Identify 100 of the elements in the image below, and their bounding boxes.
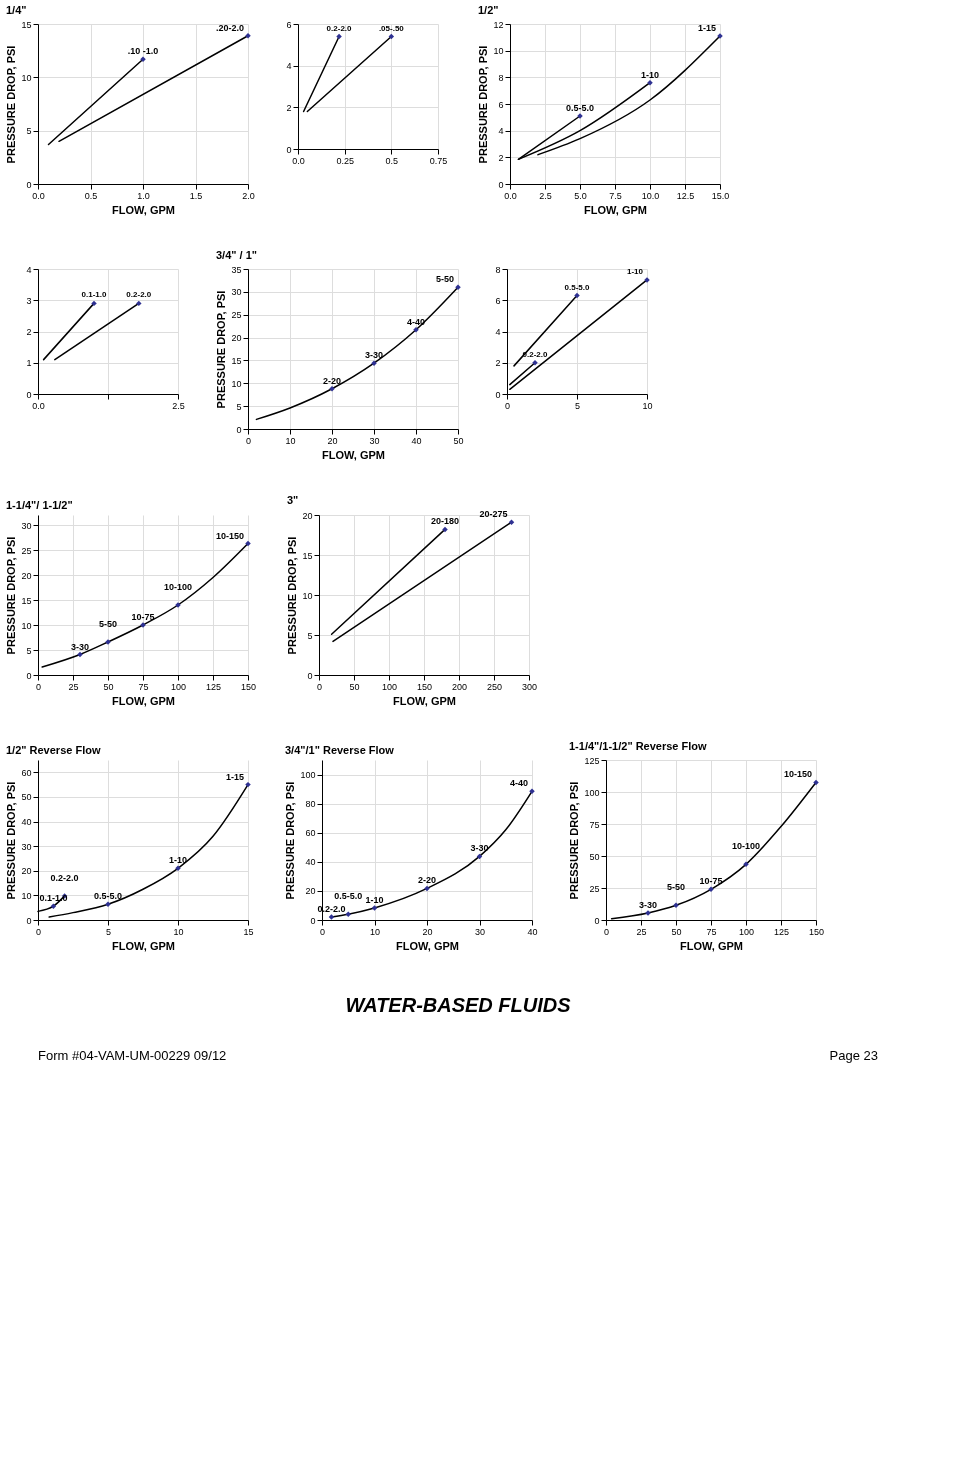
annotation: 20-275 — [479, 509, 508, 520]
x-tick-label: 0.0 — [504, 190, 517, 201]
x-tick-label: 5 — [105, 926, 112, 937]
x-tick-label: 12.5 — [676, 190, 695, 201]
x-tick-label: 100 — [170, 681, 187, 692]
chart-title: 3/4" / 1" — [215, 249, 257, 261]
y-tick-label: 10 — [21, 890, 32, 901]
x-axis-title: FLOW, GPM — [112, 939, 175, 952]
annotation: 10-75 — [699, 876, 723, 887]
y-tick-label: 0 — [310, 915, 316, 926]
x-tick-label: 30 — [369, 435, 380, 446]
x-tick-label: 125 — [205, 681, 222, 692]
x-tick-label: 50 — [349, 681, 360, 692]
y-tick-label: 4 — [498, 126, 504, 137]
annotation: .20-2.0 — [215, 22, 244, 33]
x-tick-label: 0 — [319, 926, 326, 937]
annotation: 5-50 — [98, 619, 118, 629]
y-tick-label: 1 — [26, 358, 32, 369]
y-tick-label: 30 — [21, 520, 32, 531]
y-axis-title: PRESSURE DROP, PSI — [215, 290, 228, 409]
annotation: 1-10 — [365, 894, 384, 905]
x-tick-label: 20 — [327, 435, 338, 446]
annotation: .10 -1.0 — [127, 46, 159, 57]
y-tick-label: 4 — [26, 264, 32, 275]
x-axis-title: FLOW, GPM — [112, 203, 175, 216]
annotation: 3-30 — [470, 843, 489, 854]
text: Form #04-VAM-UM-00229 09/12 — [38, 1048, 227, 1063]
chart-title: 3/4"/1" Reverse Flow — [284, 744, 395, 756]
y-tick-label: 75 — [589, 819, 600, 830]
y-tick-label: 20 — [21, 866, 32, 877]
annotation: 0.2-2.0 — [50, 872, 79, 883]
x-axis-title: FLOW, GPM — [322, 448, 385, 461]
y-tick-label: 15 — [231, 355, 242, 366]
y-tick-label: 125 — [584, 755, 600, 766]
annotation: 3-30 — [638, 899, 658, 910]
y-tick-label: 5 — [26, 645, 32, 656]
y-axis-title: PRESSURE DROP, PSI — [5, 536, 18, 655]
y-tick-label: 10 — [21, 620, 32, 631]
x-axis-title: FLOW, GPM — [396, 939, 459, 952]
annotation: 4-40 — [509, 778, 528, 789]
annotation: 0.2-2.0 — [126, 290, 152, 300]
y-tick-label: 4 — [286, 61, 292, 72]
annotation: 10-150 — [215, 530, 244, 541]
annotation: 0.5-5.0 — [334, 891, 363, 902]
y-tick-label: 0 — [26, 389, 32, 400]
y-tick-label: 12 — [493, 19, 504, 30]
y-tick-label: 8 — [495, 264, 501, 275]
y-tick-label: 25 — [589, 883, 600, 894]
y-axis-title: PRESSURE DROP, PSI — [286, 536, 299, 655]
y-tick-label: 3 — [26, 295, 32, 306]
y-tick-label: 15 — [21, 595, 32, 606]
y-tick-label: 0 — [286, 144, 292, 155]
y-tick-label: 0 — [26, 670, 32, 681]
y-tick-label: 40 — [21, 817, 32, 828]
x-tick-label: 2.5 — [172, 400, 185, 411]
annotation: 0.1-1.0 — [81, 290, 107, 300]
annotation: 3-30 — [364, 350, 384, 361]
x-tick-label: 50 — [453, 435, 464, 446]
y-tick-label: 0 — [594, 915, 600, 926]
y-tick-label: 10 — [302, 590, 313, 601]
x-axis-title: FLOW, GPM — [393, 694, 456, 707]
y-tick-label: 50 — [21, 792, 32, 803]
x-tick-label: 5 — [574, 400, 581, 411]
y-tick-label: 2 — [286, 102, 292, 113]
x-tick-label: 7.5 — [609, 190, 622, 201]
y-tick-label: 20 — [231, 333, 242, 344]
x-tick-label: 40 — [527, 926, 538, 937]
y-tick-label: 20 — [302, 510, 313, 521]
annotation: 10-100 — [163, 582, 193, 592]
y-tick-label: 10 — [21, 72, 32, 83]
x-tick-label: 200 — [451, 681, 468, 692]
x-tick-label: 10.0 — [641, 190, 660, 201]
y-tick-label: 15 — [302, 550, 313, 561]
annotation: 5-50 — [435, 274, 454, 285]
y-tick-label: 15 — [21, 19, 32, 30]
y-tick-label: 6 — [498, 99, 504, 110]
y-tick-label: 20 — [305, 886, 316, 897]
annotation: 1-15 — [225, 771, 244, 782]
x-tick-label: 25 — [636, 926, 647, 937]
y-tick-label: 100 — [584, 787, 600, 798]
chart-title: 3" — [286, 494, 299, 507]
y-tick-label: 10 — [231, 378, 242, 389]
text: WATER-BASED FLUIDS — [345, 994, 572, 1016]
y-tick-label: 2 — [495, 358, 501, 369]
x-axis-title: FLOW, GPM — [112, 694, 175, 707]
x-tick-label: 125 — [773, 926, 790, 937]
x-tick-label: 50 — [671, 926, 682, 937]
x-tick-label: 100 — [381, 681, 398, 692]
y-tick-label: 60 — [21, 767, 32, 778]
y-tick-label: 35 — [231, 264, 242, 275]
annotation: 1-10 — [626, 266, 644, 276]
annotation: 0.5-5.0 — [565, 103, 595, 113]
x-tick-label: 2.5 — [539, 190, 552, 201]
y-axis-title: PRESSURE DROP, PSI — [477, 45, 490, 164]
x-tick-label: 10 — [369, 926, 381, 937]
x-tick-label: 1.0 — [137, 190, 150, 201]
annotation: 0.2-2.0 — [326, 23, 353, 33]
x-tick-label: 30 — [474, 926, 486, 937]
chart-title: 1/2" — [477, 4, 499, 16]
y-tick-label: 6 — [495, 295, 501, 306]
